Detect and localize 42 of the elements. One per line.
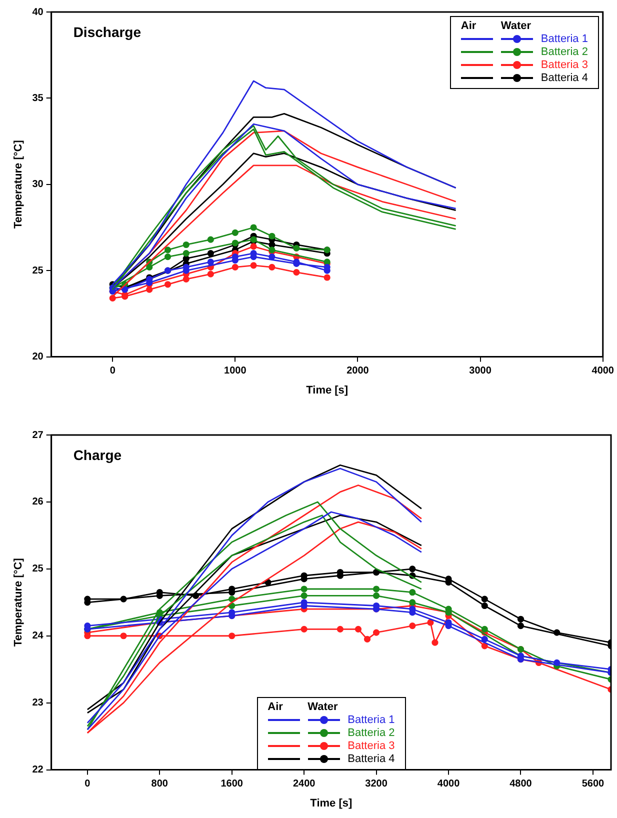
annotation: Air — [266, 700, 284, 714]
y-tick-label: 23 — [32, 698, 44, 709]
annotation: Water — [306, 700, 339, 714]
x-axis-title: Time [s] — [310, 797, 352, 810]
y-axis-title: Temperature [°C] — [12, 140, 25, 229]
y-axis-title: Temperature [°C] — [12, 558, 25, 647]
y-tick-label: 25 — [32, 564, 44, 575]
x-tick-label: 0 — [84, 778, 91, 790]
legend-label: Batteria 4 — [346, 752, 396, 766]
x-axis-title: Time [s] — [306, 384, 348, 396]
y-tick-label: 40 — [32, 6, 44, 18]
x-tick-label: 1600 — [220, 778, 244, 790]
x-tick-label: 1000 — [224, 366, 247, 377]
legend-label: Batteria 2 — [540, 46, 589, 59]
x-tick-label: 5600 — [582, 778, 605, 790]
text: Discharge — [73, 24, 142, 40]
y-tick-label: 25 — [32, 265, 44, 276]
legend-label: Batteria 2 — [346, 726, 396, 740]
legend-label: Batteria 1 — [346, 714, 396, 727]
x-tick-label: 4000 — [592, 366, 614, 377]
legend-label: Batteria 4 — [540, 72, 589, 85]
y-tick-label: 35 — [32, 92, 44, 104]
y-tick-label: 20 — [32, 352, 44, 363]
x-tick-label: 4000 — [437, 778, 460, 790]
y-tick-label: 27 — [32, 430, 44, 441]
x-tick-label: 0 — [110, 366, 116, 377]
x-tick-label: 2000 — [346, 366, 370, 377]
text: Charge — [73, 446, 122, 463]
annotation: Air — [460, 20, 478, 33]
x-tick-label: 800 — [151, 778, 168, 790]
legend-label: Batteria 3 — [540, 59, 589, 72]
annotation: Water — [500, 20, 532, 33]
x-tick-label: 2400 — [292, 778, 316, 790]
x-tick-label: 3200 — [365, 778, 388, 790]
legend-label: Batteria 1 — [540, 33, 589, 46]
legend-label: Batteria 3 — [346, 740, 396, 753]
x-tick-label: 4800 — [510, 778, 532, 790]
y-tick-label: 24 — [32, 630, 44, 642]
y-tick-label: 30 — [32, 179, 44, 190]
y-tick-label: 22 — [32, 764, 44, 776]
y-tick-label: 26 — [32, 496, 44, 508]
x-tick-label: 3000 — [469, 366, 492, 377]
